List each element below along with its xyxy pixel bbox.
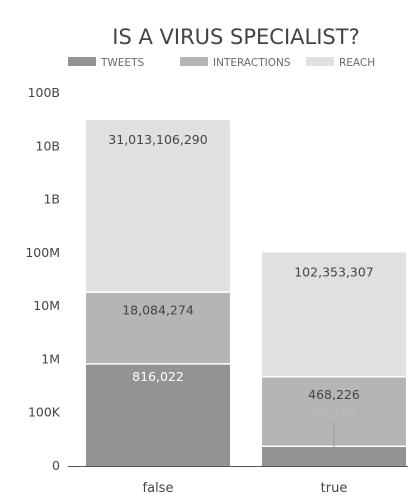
y-tick-label: 1M	[41, 351, 60, 366]
y-tick-label: 10M	[33, 298, 60, 313]
legend-swatch-interactions	[180, 57, 208, 66]
data-label-tweets-true: 23,195	[312, 407, 356, 422]
bar-separator	[86, 363, 230, 365]
legend-swatch-tweets	[68, 57, 96, 66]
data-label-reach-false: 31,013,106,290	[108, 132, 207, 147]
legend-label-tweets: TWEETS	[100, 57, 144, 69]
x-tick-label-true: true	[321, 481, 348, 496]
chart-title: IS A VIRUS SPECIALIST?	[112, 25, 359, 49]
y-tick-label: 10B	[36, 138, 60, 153]
y-tick-label: 100K	[28, 405, 61, 420]
x-axis: false true	[68, 466, 408, 496]
bar-tweets-false	[86, 364, 230, 466]
legend: TWEETS INTERACTIONS REACH	[68, 57, 375, 69]
legend-swatch-reach	[306, 57, 334, 66]
data-label-interactions-true: 468,226	[308, 387, 360, 402]
y-tick-label: 100M	[25, 245, 60, 260]
y-tick-label: 1B	[43, 192, 60, 207]
legend-label-interactions: INTERACTIONS	[213, 57, 291, 69]
y-tick-label: 0	[52, 458, 60, 473]
data-labels: 31,013,106,290 18,084,274 816,022 102,353,3…	[108, 132, 374, 449]
data-label-tweets-false: 816,022	[132, 369, 184, 384]
y-tick-label: 100B	[28, 85, 60, 100]
x-tick-label-false: false	[143, 481, 174, 496]
bar-separator	[262, 375, 406, 378]
y-axis: 100B 10B 1B 100M 10M 1M 100K 0	[25, 85, 60, 473]
data-label-interactions-false: 18,084,274	[122, 302, 194, 317]
legend-label-reach: REACH	[339, 57, 375, 69]
bars	[86, 120, 406, 466]
bar-tweets-true	[262, 446, 406, 466]
data-label-reach-true: 102,353,307	[294, 264, 374, 279]
bar-separator	[86, 291, 230, 293]
